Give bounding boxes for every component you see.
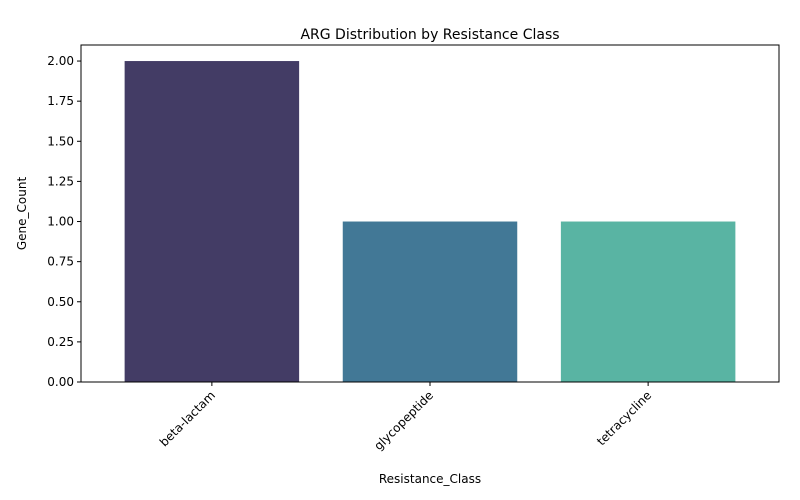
plot-area (124, 61, 736, 383)
y-tick-label: 0.00 (47, 375, 74, 389)
y-tick-label: 0.75 (47, 255, 74, 269)
x-tick-label: beta-lactam (157, 388, 218, 449)
plot-frame (80, 44, 780, 383)
x-tick-label: glycopeptide (371, 388, 436, 453)
y-axis-label: Gene_Count (15, 177, 29, 251)
y-tick-label: 0.25 (47, 335, 74, 349)
chart-title: ARG Distribution by Resistance Class (300, 27, 559, 43)
x-axis-label: Resistance_Class (379, 472, 481, 486)
x-tick-label: tetracycline (594, 388, 654, 448)
y-tick-label: 1.25 (47, 174, 74, 188)
y-tick-label: 1.75 (47, 94, 74, 108)
bar-beta-lactam (124, 61, 300, 383)
y-tick-label: 0.50 (47, 295, 74, 309)
y-axis: 0.00 0.25 0.50 0.75 1.00 1.25 1.50 1.75 2.00 (47, 54, 81, 389)
y-tick-label: 2.00 (47, 54, 74, 68)
x-axis: beta-lactam glycopeptide tetracycline (157, 382, 654, 453)
y-tick-label: 1.50 (47, 134, 74, 148)
bar-glycopeptide (342, 221, 518, 382)
bar-tetracycline (560, 221, 736, 382)
y-tick-label: 1.00 (47, 215, 74, 229)
